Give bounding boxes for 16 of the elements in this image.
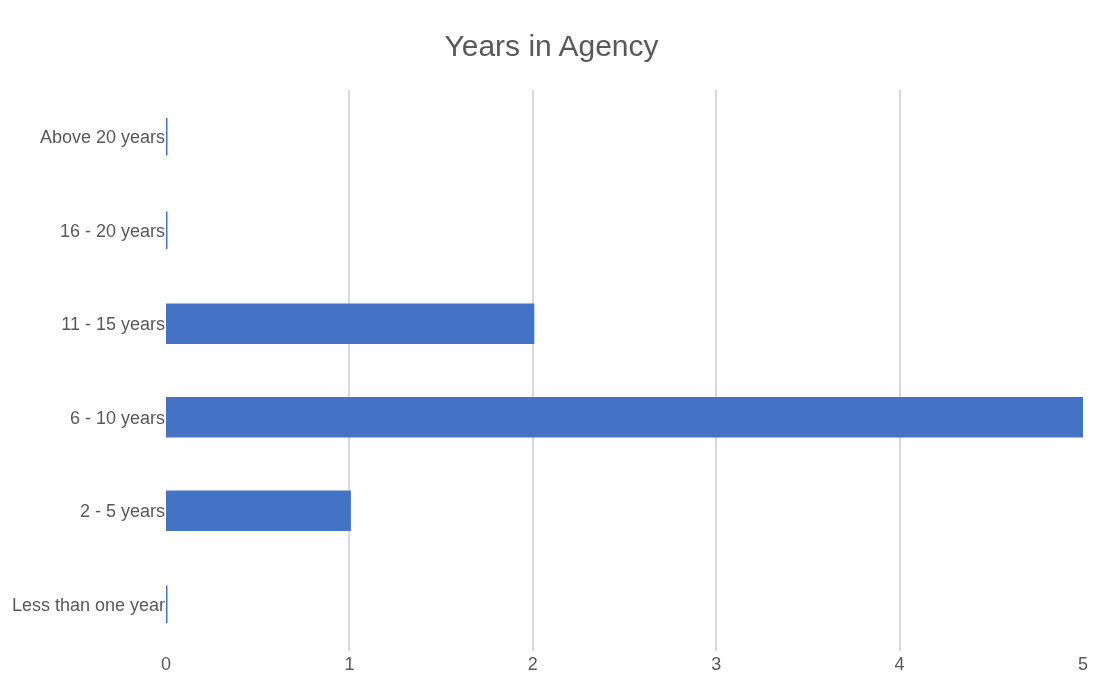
bar (166, 303, 535, 344)
y-tick-label: 2 - 5 years (79, 501, 165, 522)
bar (166, 490, 351, 531)
x-tick-label: 3 (711, 654, 722, 674)
y-tick-label: 16 - 20 years (59, 220, 165, 241)
x-tick-label: 5 (1077, 654, 1089, 674)
bar (166, 397, 1083, 438)
chart-title: Years in Agency (444, 28, 659, 62)
y-tick-label: Above 20 years (39, 127, 165, 148)
y-tick-label: Less than one year (11, 594, 165, 615)
x-tick-label: 4 (894, 654, 905, 674)
x-tick-label: 1 (344, 654, 355, 674)
y-tick-label: 6 - 10 years (69, 407, 165, 428)
x-tick-label: 0 (160, 654, 172, 674)
y-tick-label: 11 - 15 years (61, 314, 165, 335)
x-tick-label: 2 (527, 654, 538, 674)
